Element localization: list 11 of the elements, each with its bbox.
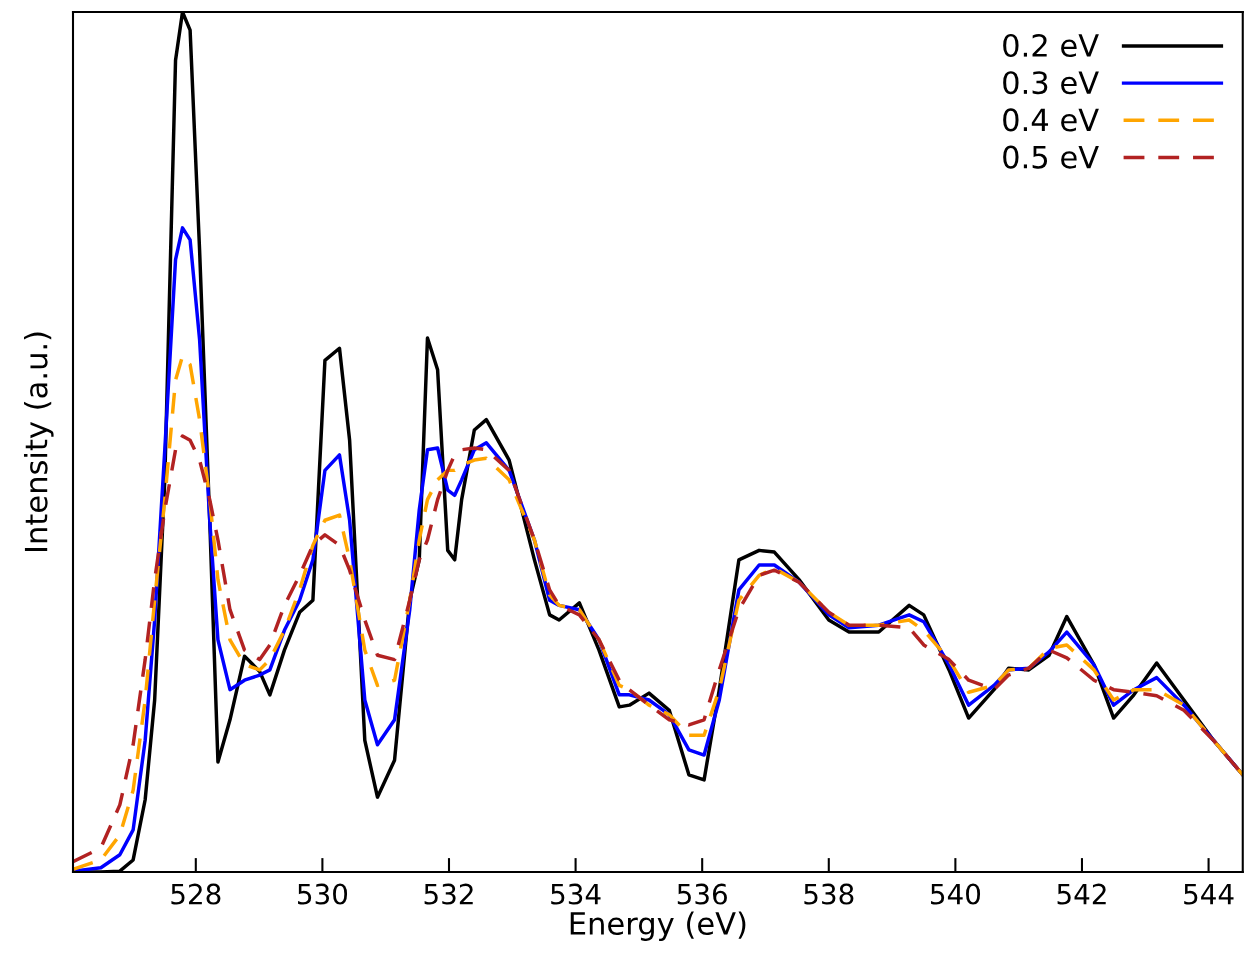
x-tick-label: 530 (298, 883, 348, 905)
x-tick-label: 532 (424, 883, 473, 905)
x-tick-label: 540 (931, 883, 981, 905)
x-tick-label: 538 (804, 883, 854, 905)
x-tick-label: 534 (551, 883, 601, 905)
x-tick-label: 528 (171, 883, 221, 905)
x-axis-title: Energy (eV) (570, 911, 746, 941)
x-tick-label: 544 (1184, 883, 1234, 905)
y-axis-title: Intensity (a.u.) (23, 332, 54, 552)
x-tick-label: 542 (1057, 883, 1106, 905)
x-tick-label: 536 (677, 883, 727, 905)
